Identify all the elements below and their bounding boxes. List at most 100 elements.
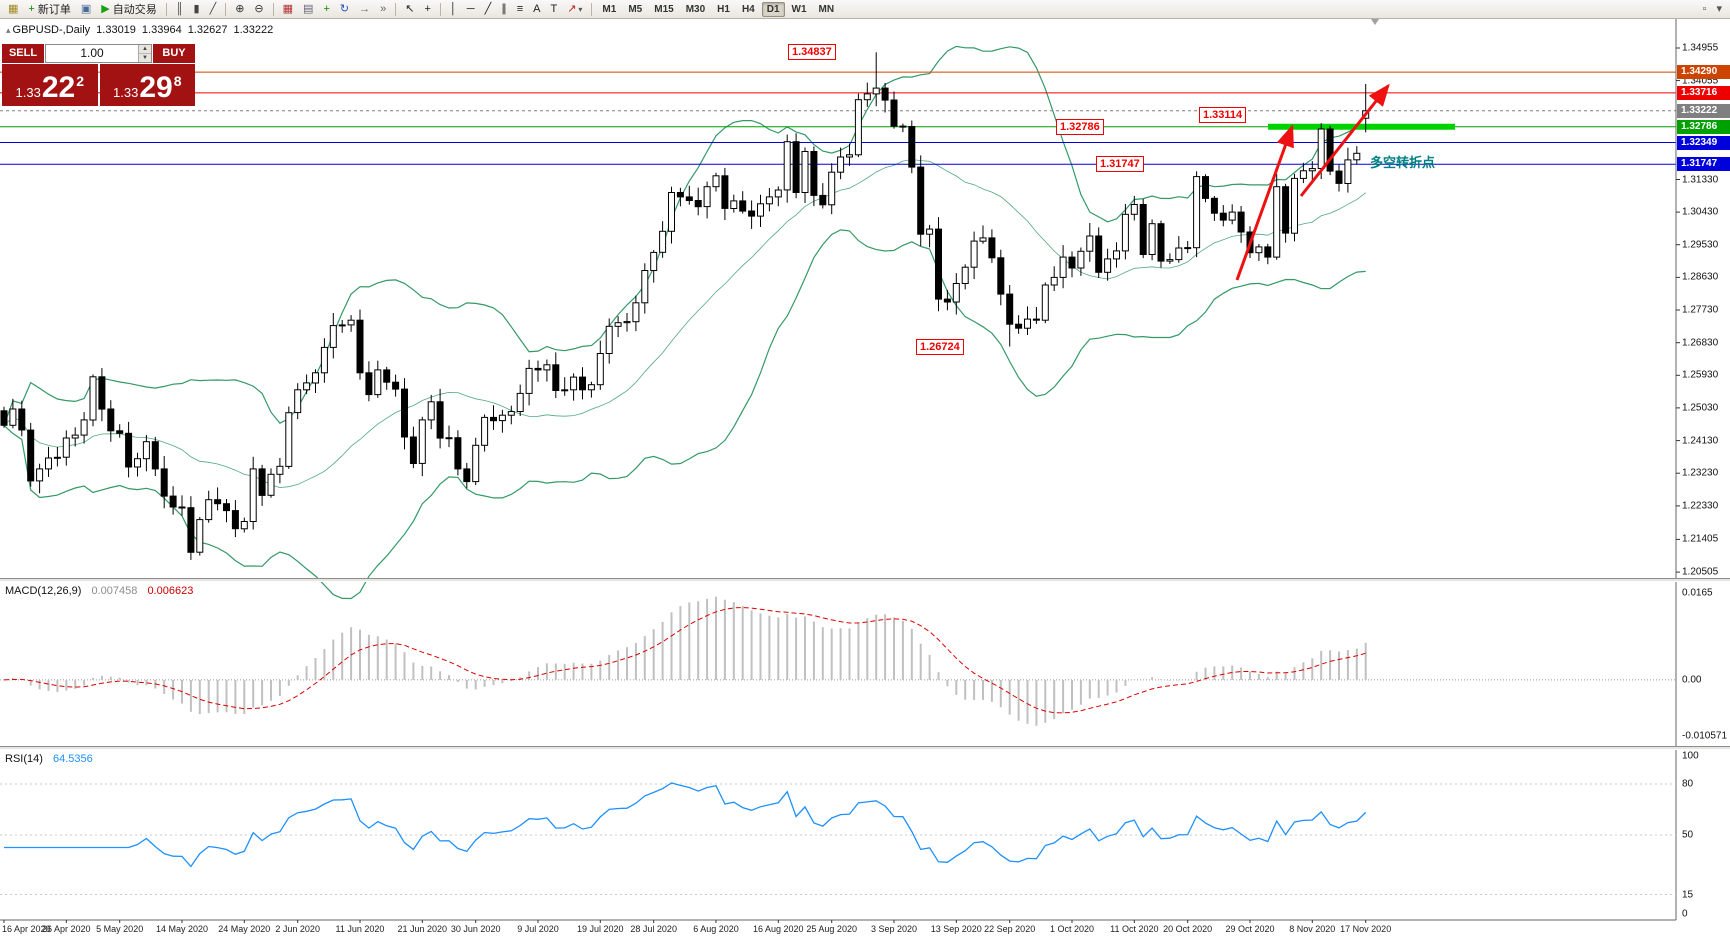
date-label: 22 Sep 2020 (984, 924, 1036, 934)
toolbar-overflow-button[interactable]: ▾ (1712, 1, 1726, 17)
date-label: 2 Jun 2020 (275, 924, 320, 934)
candlestick-icon: ▮ (193, 2, 200, 15)
tf-h4[interactable]: H4 (741, 3, 755, 15)
sell-button-small[interactable]: SELL (2, 44, 44, 63)
tf-m30[interactable]: M30 (685, 3, 706, 15)
buy-price-pips: 29 (139, 71, 173, 104)
buy-button-small[interactable]: BUY (153, 44, 195, 63)
date-label: 8 Nov 2020 (1289, 924, 1336, 934)
price-annotation[interactable]: 1.32786 (1056, 118, 1104, 135)
pane-splitter-rsi[interactable] (0, 746, 1730, 750)
macd-scale-label: -0.010571 (1682, 730, 1728, 742)
price-annotation[interactable]: 1.34837 (788, 44, 836, 61)
time-axis[interactable]: 16 Apr 2020 26 Apr 2020 5 May 2020 14 May 2… (0, 921, 1676, 943)
volume-field[interactable]: 1.00 ▲ ▼ (45, 44, 152, 63)
price-tick-label: 1.20505 (1682, 566, 1719, 578)
line-chart-type-button[interactable]: ╱ (206, 1, 221, 17)
turning-point-note[interactable]: 多空转折点 (1370, 155, 1436, 170)
cursor-button[interactable]: ↖ (401, 1, 418, 17)
macd-signal-value: 0.006623 (147, 585, 194, 597)
tf-m1[interactable]: M1 (602, 3, 617, 15)
autotrade-button[interactable]: ▶ 自动交易 (97, 1, 160, 17)
crosshair-button[interactable]: + (420, 1, 434, 17)
new-chart-button[interactable]: + (319, 1, 333, 17)
text-label-button[interactable]: T (546, 1, 561, 17)
price-level-label: 1.32349 (1677, 135, 1730, 150)
zoom-out-button[interactable]: ⊖ (250, 1, 267, 17)
auto-scroll-button[interactable]: → (355, 1, 374, 17)
tf-mn[interactable]: MN (818, 3, 835, 15)
channel-button[interactable]: ∥ (497, 1, 511, 17)
fibonacci-button[interactable]: ≡ (513, 1, 527, 17)
trendline-button[interactable]: ╱ (481, 1, 496, 17)
tf-d1[interactable]: D1 (761, 1, 785, 17)
date-label: 6 Aug 2020 (693, 924, 739, 934)
toolbar-separator (272, 2, 274, 16)
autotrade-button-label: 自动交易 (112, 4, 157, 16)
toolbar-separator (439, 2, 441, 16)
price-tick-label: 1.28630 (1682, 271, 1719, 283)
ohlc-close: 1.33222 (233, 24, 274, 36)
crosshair-icon: + (424, 2, 431, 15)
price-tick-label: 1.27730 (1682, 304, 1719, 316)
text-icon: A (533, 2, 541, 15)
rsi-scale-label: 0 (1682, 908, 1688, 920)
vertical-line-button[interactable]: │ (446, 1, 461, 17)
buy-button[interactable]: 1.33 29 8 (99, 64, 195, 106)
ohlc-low: 1.32627 (187, 24, 228, 36)
price-level-label: 1.33716 (1677, 85, 1730, 100)
refresh-button[interactable]: ↻ (336, 1, 353, 17)
horizontal-line-button[interactable]: ─ (463, 1, 479, 17)
sell-button[interactable]: 1.33 22 2 (2, 64, 98, 106)
price-tick-label: 1.34055 (1682, 75, 1719, 87)
new-order-button[interactable]: + 新订单 (24, 1, 74, 17)
arrows-tool-button[interactable]: ↗ ▾ (563, 1, 586, 17)
chart-shift-icon: » (380, 2, 387, 15)
date-label: 26 Apr 2020 (42, 924, 91, 934)
toolbar-overflow-icon: ▾ (1716, 2, 1722, 15)
arrange-windows-button[interactable]: ▤ (299, 1, 317, 17)
price-tick-label: 1.24130 (1682, 435, 1719, 447)
price-tick-label: 1.25930 (1682, 369, 1719, 381)
tf-m15[interactable]: M15 (654, 3, 674, 15)
window-cascade-button[interactable]: ▣ (77, 1, 95, 17)
toolbar-extra-button[interactable]: ▫ (1699, 1, 1711, 17)
cursor-icon: ↖ (405, 2, 415, 15)
tile-windows-button[interactable]: ▦ (279, 1, 297, 17)
date-label: 19 Jul 2020 (577, 924, 624, 934)
chart-shift-button[interactable]: » (376, 1, 390, 17)
price-annotation[interactable]: 1.33114 (1199, 106, 1247, 123)
volume-value[interactable]: 1.00 (80, 46, 104, 60)
date-label: 14 May 2020 (155, 924, 209, 934)
price-annotation[interactable]: 1.26724 (916, 338, 964, 355)
horizontal-line-icon: ─ (466, 2, 475, 15)
price-tick-label: 1.31330 (1682, 174, 1719, 185)
ohlc-high: 1.33964 (141, 24, 182, 36)
rsi-scale-label: 50 (1682, 829, 1694, 841)
sell-price-pips: 22 (41, 71, 76, 104)
sell-price-base: 1.33 (15, 85, 41, 100)
pane-splitter-macd[interactable] (0, 578, 1730, 582)
date-label: 16 Apr 2020 (2, 924, 51, 934)
arrange-windows-icon: ▤ (303, 2, 314, 15)
bar-chart-type-button[interactable]: ║ (172, 1, 188, 17)
candlestick-type-button[interactable]: ▮ (190, 1, 204, 17)
tf-m5[interactable]: M5 (628, 3, 643, 15)
chart-window-button[interactable]: ▦ (4, 1, 22, 17)
vertical-line-icon: │ (449, 2, 457, 15)
line-chart-icon: ╱ (209, 2, 217, 15)
price-annotation[interactable]: 1.31747 (1096, 156, 1144, 173)
price-scale[interactable]: 1.34955 1.34055 1.31330 1.30430 1.29530 1.286… (1677, 0, 1730, 944)
new-order-button-label: 新订单 (37, 4, 71, 16)
price-tick-label: 1.21405 (1682, 533, 1719, 545)
autotrade-icon: ▶ (101, 2, 110, 15)
tf-h1[interactable]: H1 (717, 3, 730, 15)
volume-up-icon[interactable]: ▲ (139, 45, 151, 54)
tf-w1[interactable]: W1 (791, 3, 807, 15)
text-button[interactable]: A (529, 1, 544, 17)
zoom-in-button[interactable]: ⊕ (231, 1, 248, 17)
volume-down-icon[interactable]: ▼ (139, 54, 151, 62)
one-click-trading-panel: SELL 1.00 ▲ ▼ BUY 1.33 22 2 1.33 29 8 (2, 44, 195, 106)
